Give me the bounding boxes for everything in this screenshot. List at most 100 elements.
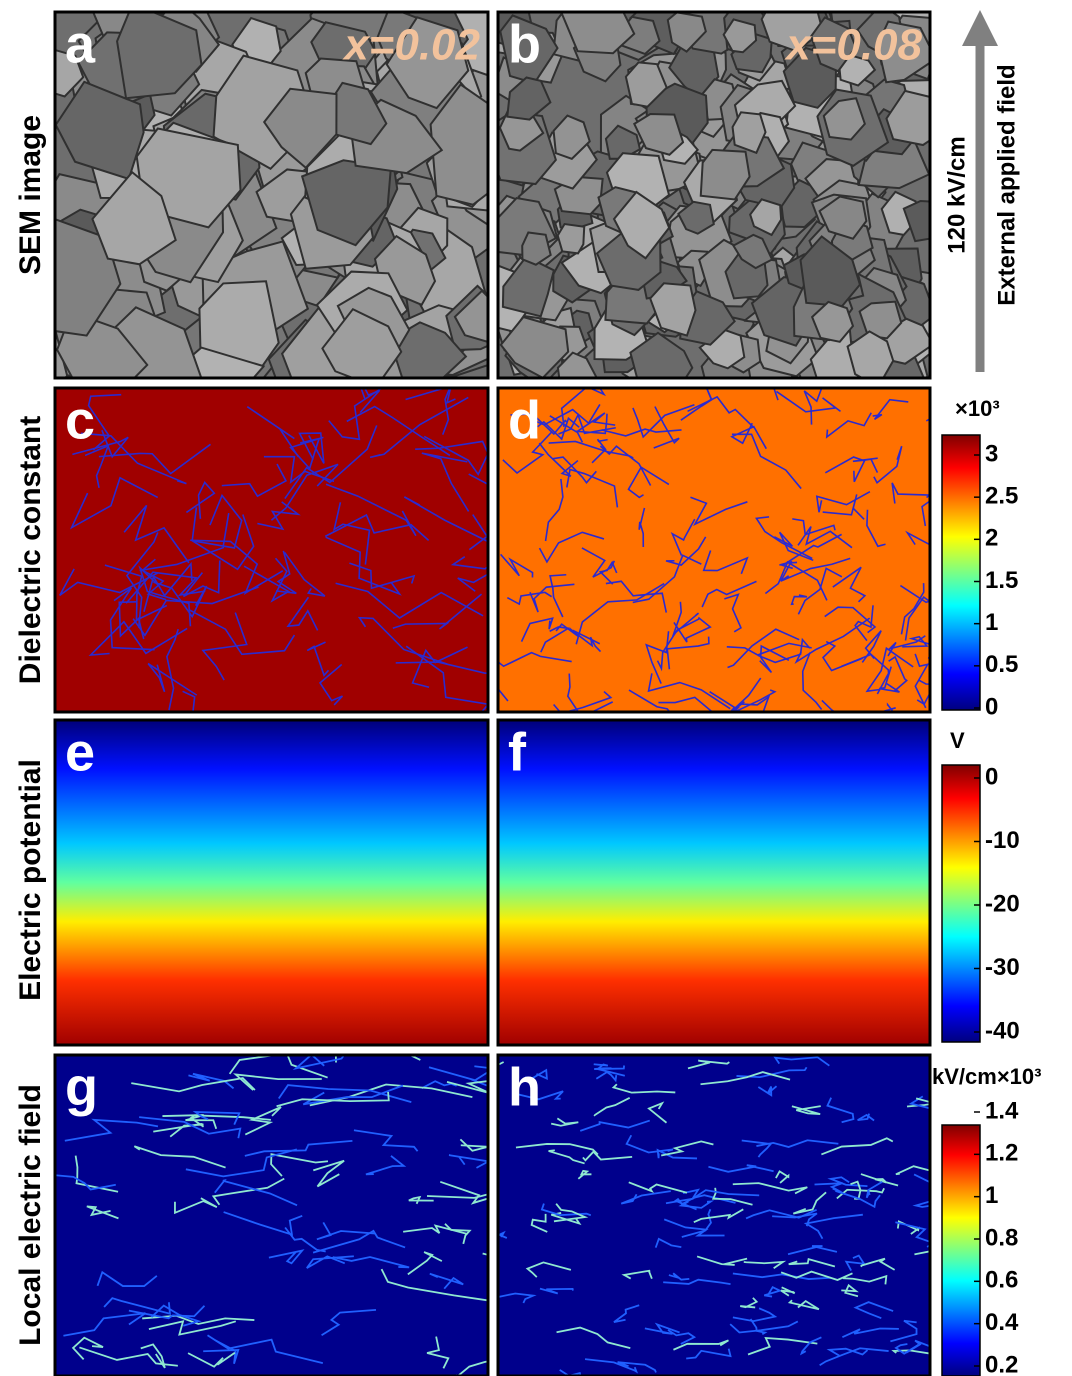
boundary: [757, 1085, 778, 1097]
boundary: [325, 536, 402, 596]
boundary: [732, 1272, 832, 1280]
boundary: [79, 1346, 178, 1367]
boundary: [749, 1318, 768, 1335]
boundary: [403, 496, 488, 543]
panel-image: [498, 12, 930, 378]
colorbar-tick-label: 2: [985, 525, 998, 552]
potential-map: [498, 720, 930, 1045]
boundary: [832, 566, 867, 603]
boundary: [632, 554, 702, 604]
boundary: [312, 1229, 406, 1254]
boundary: [459, 1138, 488, 1152]
boundary: [123, 504, 190, 564]
boundary: [138, 565, 192, 627]
boundary: [700, 1071, 791, 1086]
panel: c: [53, 386, 490, 714]
panel-image: [55, 1055, 488, 1376]
boundary: [214, 1178, 298, 1207]
row-label: SEM image: [14, 115, 47, 275]
boundary: [693, 1208, 744, 1223]
boundary: [627, 466, 670, 499]
boundary: [925, 418, 930, 422]
boundary: [552, 456, 597, 484]
panel-image: [498, 720, 930, 1045]
boundary: [628, 689, 671, 712]
boundary: [724, 593, 742, 633]
boundary: [667, 1329, 697, 1345]
boundary: [445, 388, 456, 405]
boundary: [780, 557, 851, 582]
boundary: [286, 596, 319, 631]
boundary: [841, 1283, 859, 1298]
boundary: [233, 1073, 322, 1091]
boundary: [827, 1176, 868, 1188]
colorbar-tick-label: 1: [985, 1182, 998, 1209]
boundary: [306, 1255, 354, 1269]
row-label: Local electric field: [14, 1084, 47, 1346]
boundary: [334, 1055, 346, 1063]
boundary: [498, 651, 572, 668]
boundary: [727, 628, 800, 669]
boundary: [656, 1148, 698, 1160]
boundary: [421, 452, 470, 512]
boundary: [803, 1213, 863, 1240]
boundary: [246, 406, 300, 458]
boundary: [895, 1221, 930, 1248]
colorbar-tick-label: 1.2: [985, 1140, 1018, 1167]
boundary: [797, 526, 853, 549]
boundary: [444, 1223, 472, 1245]
boundary: [318, 663, 344, 706]
boundary: [244, 1139, 353, 1157]
grain: [649, 282, 697, 337]
boundary: [661, 1140, 714, 1157]
boundary: [876, 702, 893, 712]
boundary: [530, 1213, 548, 1233]
grain: [858, 300, 903, 340]
boundary: [539, 1287, 574, 1295]
boundary: [243, 557, 291, 603]
panel-image: [55, 720, 488, 1045]
grain: [506, 76, 552, 121]
panel-frame: [496, 10, 932, 380]
boundary: [55, 1174, 116, 1191]
boundary: [792, 518, 836, 536]
boundary: [153, 581, 208, 619]
boundary: [854, 605, 874, 642]
grain: [501, 255, 556, 318]
boundary: [663, 1278, 731, 1286]
panel-frame: [53, 386, 490, 714]
boundary: [275, 550, 297, 595]
boundary: [498, 687, 509, 702]
potential-map: [55, 720, 488, 1045]
boundary: [773, 1056, 830, 1067]
boundary: [665, 1189, 760, 1205]
boundary: [468, 473, 488, 486]
boundary: [888, 655, 908, 692]
boundary: [824, 456, 866, 483]
boundary: [821, 699, 896, 712]
field-label: External applied field: [993, 64, 1020, 305]
boundary: [203, 1339, 240, 1365]
panel-frame: [496, 386, 932, 714]
boundary: [189, 609, 296, 656]
boundary: [162, 1114, 218, 1130]
grain: [698, 328, 746, 370]
boundary: [520, 617, 554, 642]
boundary: [426, 1193, 488, 1199]
boundary: [500, 553, 534, 578]
boundary: [709, 677, 762, 712]
panel: a x=0.02: [53, 10, 490, 380]
grain: [116, 12, 203, 100]
boundary: [128, 1305, 206, 1320]
boundary: [842, 1274, 888, 1285]
boundary: [71, 1336, 104, 1361]
boundary: [835, 1190, 881, 1209]
row-label: Dielectric constant: [14, 416, 47, 684]
grain: [55, 48, 85, 98]
boundary: [825, 412, 872, 439]
boundary: [139, 1116, 242, 1139]
boundary: [625, 1134, 674, 1154]
boundary: [446, 1080, 488, 1094]
row-label: Electric potential: [14, 759, 47, 1001]
boundary: [860, 1173, 899, 1187]
